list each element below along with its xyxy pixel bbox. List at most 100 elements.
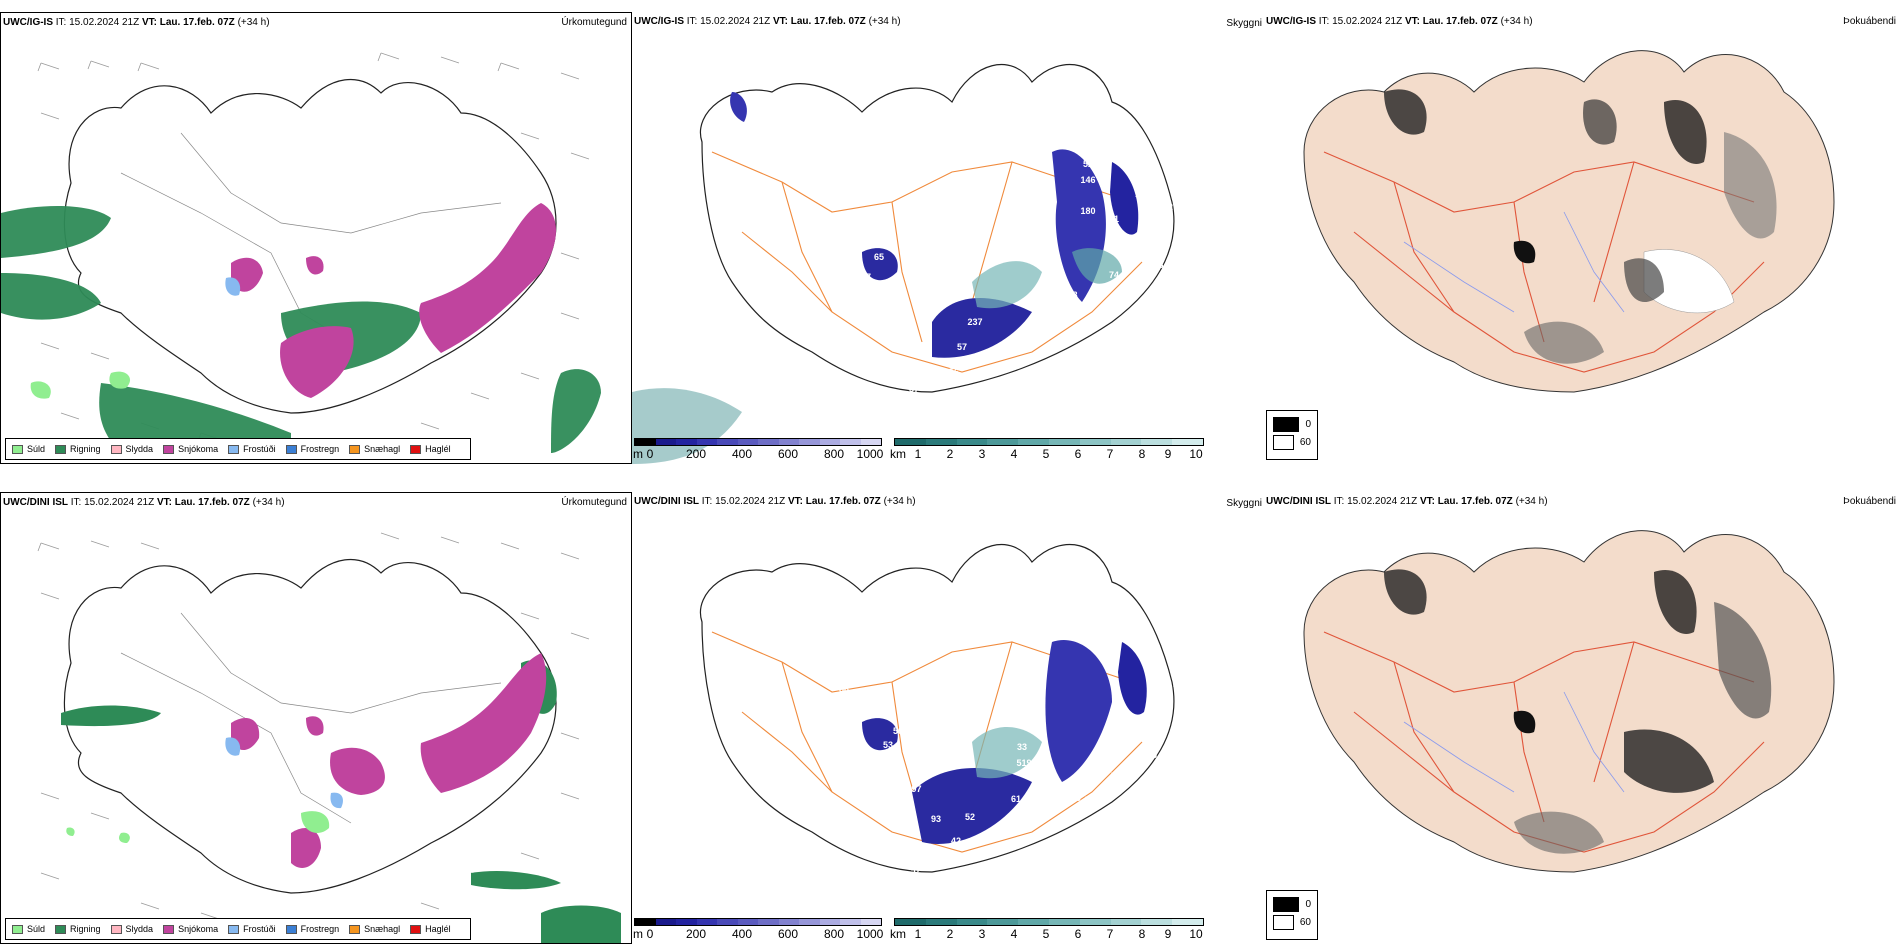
legend-item-3: Snjókoma: [163, 924, 218, 934]
snow-areas: [231, 203, 556, 398]
precip-map-graphic: [1, 52, 601, 453]
visibility-tick: 8: [1138, 927, 1146, 941]
fog-legend: 0 60: [1266, 890, 1318, 940]
precip-type-map-bottom: UWC/DINI ISL IT: 15.02.2024 21Z VT: Lau.…: [0, 492, 632, 944]
cloudbase-color: [717, 919, 738, 925]
visibility-tick: 6: [1074, 927, 1082, 941]
fog-shading: [1384, 569, 1772, 854]
visibility-tick: 2: [946, 927, 954, 941]
visibility-colorbar: km 1 2 3 4 5 6 7 8 9 10: [890, 438, 1204, 461]
cloud-label: 47: [911, 864, 921, 874]
visibility-color: [1079, 439, 1111, 445]
visibility-tick: 1: [914, 447, 922, 461]
visibility-unit: km: [890, 927, 906, 941]
legend-item-0: Súld: [12, 924, 45, 934]
visibility-tick: 4: [1010, 927, 1018, 941]
cloudbase-color: [778, 919, 799, 925]
visibility-color: [925, 919, 957, 925]
cloud-label: 180: [1080, 206, 1095, 216]
cloudbase-color: [860, 919, 881, 925]
cloud-label: 57: [909, 384, 919, 394]
cloud-label: 56: [893, 726, 903, 736]
cloudbase-color-strip: [634, 918, 882, 926]
fog-map-graphic: [1303, 50, 1835, 393]
fog-map-graphic: [1303, 530, 1835, 873]
cloud-label: 75: [1111, 771, 1121, 781]
visibility-tick: 5: [1042, 927, 1050, 941]
cloudbase-color: [635, 919, 656, 925]
cloud-label: 68: [1147, 750, 1157, 760]
cloudbase-color: [696, 439, 717, 445]
cloudbase-color: [758, 919, 779, 925]
cloudbase-color: [778, 439, 799, 445]
visibility-color: [987, 439, 1019, 445]
legend-swatch: [163, 924, 175, 934]
visibility-color: [1048, 439, 1080, 445]
visibility-color: [1048, 919, 1080, 925]
legend-item-6: Snæhagl: [349, 444, 400, 454]
fog-shading: [1384, 89, 1777, 364]
map-header: UWC/DINI ISL IT: 15.02.2024 21Z VT: Lau.…: [634, 496, 916, 507]
cloudbase-tick: 800: [823, 447, 845, 461]
cloudbase-color: [676, 439, 697, 445]
cloudbase-color: [819, 919, 840, 925]
fog-swatch: [1273, 434, 1294, 450]
cloud-label: 33: [945, 390, 955, 400]
visibility-ticks: km 1 2 3 4 5 6 7 8 9 10: [890, 926, 1204, 941]
fog-legend-item: 60: [1273, 913, 1311, 931]
visibility-color: [1110, 919, 1142, 925]
cloud-label: 207: [1080, 144, 1095, 154]
visibility-color-strip: [894, 438, 1204, 446]
visibility-tick: 7: [1106, 927, 1114, 941]
cloud-value-labels: 65 57 141 82 207 52 146 180 31 10 52 12 …: [824, 144, 1173, 400]
cloudbase-tick: 1000: [856, 927, 884, 941]
cloud-label: 10: [1135, 189, 1145, 199]
precip-type-map-top: UWC/IG-IS IT: 15.02.2024 21Z VT: Lau. 17…: [0, 12, 632, 464]
cloud-label: 79: [975, 837, 985, 847]
cloud-label: 61: [1011, 794, 1021, 804]
visibility-color: [1110, 439, 1142, 445]
visibility-color: [925, 439, 957, 445]
cloud-label: 52: [1163, 202, 1173, 212]
cloud-label: 58: [1161, 715, 1171, 725]
low-cloud-areas: [730, 92, 1139, 358]
cloud-label: 72: [1143, 216, 1153, 226]
map-header: UWC/IG-IS IT: 15.02.2024 21Z VT: Lau. 17…: [634, 16, 901, 27]
map-header: UWC/IG-IS IT: 15.02.2024 21Z VT: Lau. 17…: [1266, 16, 1533, 27]
cloud-value-labels: 88 56 53 104 33 519 69 101 89 81 58 273 …: [839, 674, 1198, 880]
visibility-color: [956, 919, 988, 925]
cloud-label: 57: [861, 272, 871, 282]
visibility-tick: 6: [1074, 447, 1082, 461]
fog-legend: 0 60: [1266, 410, 1318, 460]
legend-item-1: Rigning: [55, 924, 101, 934]
cloud-label: 60: [1071, 793, 1081, 803]
visibility-colorbar: km 1 2 3 4 5 6 7 8 9 10: [890, 918, 1204, 941]
cloud-label: 68: [973, 353, 983, 363]
cloud-label: 42: [951, 836, 961, 846]
cloudbase-color: [799, 439, 820, 445]
visibility-ticks: km 1 2 3 4 5 6 7 8 9 10: [890, 446, 1204, 461]
visibility-color: [1172, 919, 1203, 925]
cloudbase-visibility-map-bottom: UWC/DINI ISL IT: 15.02.2024 21Z VT: Lau.…: [632, 492, 1264, 944]
legend-swatch: [110, 444, 122, 454]
map-header: UWC/DINI ISL IT: 15.02.2024 21Z VT: Lau.…: [1266, 496, 1548, 507]
cloud-label: 88: [839, 684, 849, 694]
cloud-label: 397: [906, 784, 921, 794]
legend-swatch: [285, 444, 297, 454]
visibility-tick: 9: [1164, 927, 1172, 941]
legend-swatch: [349, 924, 361, 934]
cloudbase-color: [696, 919, 717, 925]
legend-swatch: [228, 444, 240, 454]
visibility-color: [956, 439, 988, 445]
legend-item-0: Súld: [12, 444, 45, 454]
precip-legend: Súld Rigning Slydda Snjókoma Frostúði Fr…: [5, 438, 471, 460]
cloudbase-colorbar: m 0 200 400 600 800 1000: [633, 438, 883, 461]
legend-swatch: [410, 924, 422, 934]
legend-item-5: Frostregn: [285, 924, 339, 934]
visibility-color: [895, 439, 926, 445]
legend-swatch: [285, 924, 297, 934]
visibility-tick: 9: [1164, 447, 1172, 461]
cloud-label: 57: [957, 342, 967, 352]
visibility-tick: 5: [1042, 447, 1050, 461]
cloudbase-color-strip: [634, 438, 882, 446]
